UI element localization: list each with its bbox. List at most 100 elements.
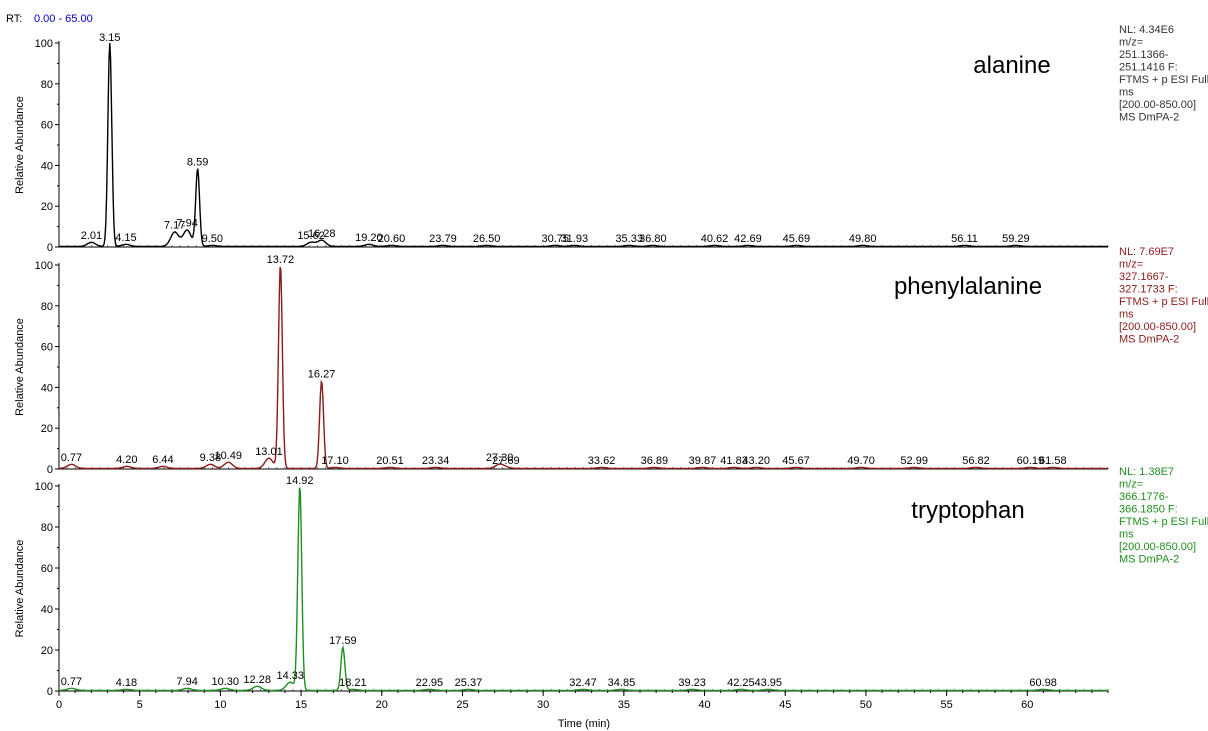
peak-label: 4.18 bbox=[116, 677, 137, 689]
x-tick-label: 35 bbox=[618, 699, 630, 711]
panel-phenylalanine: 0 20 40 60 80 100 Relative Abundance 13.72 16.27… bbox=[14, 246, 1208, 476]
info-line: NL: 4.34E6 bbox=[1119, 24, 1174, 36]
peak-label: 25.37 bbox=[455, 677, 483, 689]
y-tick-label: 20 bbox=[41, 645, 53, 657]
y-tick-label: 100 bbox=[35, 260, 53, 272]
peak-label: 34.85 bbox=[608, 677, 636, 689]
peak-label: 52.99 bbox=[900, 455, 928, 467]
peak-label: 32.47 bbox=[569, 677, 597, 689]
peak-label: 30.75 bbox=[541, 233, 569, 245]
info-line: NL: 1.38E7 bbox=[1119, 466, 1174, 478]
info-line: FTMS + p ESI Full bbox=[1119, 74, 1208, 86]
peak-label: 39.87 bbox=[689, 455, 717, 467]
info-line: ms bbox=[1119, 529, 1134, 541]
peak-label: 22.95 bbox=[416, 677, 444, 689]
peak-label: 36.89 bbox=[641, 455, 669, 467]
peak-label: 27.69 bbox=[492, 455, 520, 467]
x-tick-label: 30 bbox=[537, 699, 549, 711]
x-tick-label: 0 bbox=[56, 699, 62, 711]
peak-label: 20.51 bbox=[376, 455, 404, 467]
info-line: MS DmPA-2 bbox=[1119, 112, 1179, 124]
y-tick-label: 80 bbox=[41, 522, 53, 534]
y-tick-label: 0 bbox=[47, 464, 53, 476]
y-tick-label: 20 bbox=[41, 201, 53, 213]
trace-phenylalanine bbox=[58, 266, 1108, 470]
x-tick-label: 5 bbox=[137, 699, 143, 711]
x-tick-label: 60 bbox=[1021, 699, 1033, 711]
x-tick-label: 50 bbox=[860, 699, 872, 711]
rt-label: RT: bbox=[6, 13, 22, 25]
x-tick-label: 45 bbox=[779, 699, 791, 711]
peak-label: 14.92 bbox=[286, 475, 314, 487]
peak-label: 7.94 bbox=[176, 218, 197, 230]
info-line: 327.1667- bbox=[1119, 271, 1169, 283]
info-line: 366.1776- bbox=[1119, 491, 1169, 503]
y-tick-label: 0 bbox=[47, 242, 53, 254]
peak-label: 10.49 bbox=[215, 450, 243, 462]
info-line: m/z= bbox=[1119, 479, 1143, 491]
info-line: 327.1733 F: bbox=[1119, 284, 1178, 296]
peak-label: 39.23 bbox=[678, 677, 706, 689]
peak-label: 9.38 bbox=[200, 452, 221, 464]
peak-label: 20.60 bbox=[378, 233, 406, 245]
info-line: MS DmPA-2 bbox=[1119, 554, 1179, 566]
peak-label: 15.62 bbox=[297, 230, 325, 242]
peak-label: 8.59 bbox=[187, 156, 208, 168]
y-tick-label: 0 bbox=[47, 686, 53, 698]
peak-label: 41.83 bbox=[720, 455, 748, 467]
peak-label: 45.69 bbox=[783, 233, 811, 245]
y-tick-label: 100 bbox=[35, 481, 53, 493]
y-tick-label: 40 bbox=[41, 604, 53, 616]
peak-label: 16.27 bbox=[308, 368, 336, 380]
info-line: FTMS + p ESI Full bbox=[1119, 296, 1208, 308]
trace-tryptophan bbox=[59, 487, 1108, 692]
peak-label: 4.20 bbox=[116, 454, 137, 466]
peak-label: 43.20 bbox=[742, 455, 770, 467]
peak-label: 17.59 bbox=[329, 635, 357, 647]
peak-label: 23.34 bbox=[422, 455, 450, 467]
info-line: [200.00-850.00] bbox=[1119, 321, 1196, 333]
peak-label: 4.15 bbox=[115, 232, 136, 244]
panel-tryptophan: 0 20 40 60 80 100 Relative Abundance 14.92 17.59… bbox=[14, 466, 1208, 698]
x-axis-label: Time (min) bbox=[558, 718, 610, 730]
x-tick-label: 10 bbox=[214, 699, 226, 711]
info-line: 251.1416 F: bbox=[1119, 62, 1178, 74]
peak-label: 13.72 bbox=[267, 254, 295, 266]
info-line: FTMS + p ESI Full bbox=[1119, 516, 1208, 528]
peak-label: 6.44 bbox=[152, 454, 173, 466]
info-line: ms bbox=[1119, 87, 1134, 99]
peak-label: 31.93 bbox=[561, 233, 589, 245]
peak-label: 19.20 bbox=[355, 232, 383, 244]
peak-label: 13.01 bbox=[255, 446, 283, 458]
peak-label: 14.33 bbox=[276, 670, 304, 682]
peak-label: 16.28 bbox=[308, 228, 336, 240]
trace-alanine bbox=[59, 42, 1108, 248]
peak-label: 3.15 bbox=[99, 32, 120, 44]
peak-label: 59.29 bbox=[1002, 233, 1030, 245]
peak-label: 12.28 bbox=[243, 674, 271, 686]
info-line: 366.1850 F: bbox=[1119, 504, 1178, 516]
peak-label: 10.30 bbox=[211, 676, 239, 688]
peak-label: 7.17 bbox=[164, 220, 185, 232]
peak-label: 56.82 bbox=[962, 455, 990, 467]
peak-label: 40.62 bbox=[701, 233, 729, 245]
compound-name: phenylalanine bbox=[894, 273, 1042, 300]
peak-label: 7.94 bbox=[176, 676, 197, 688]
peak-label: 33.62 bbox=[588, 455, 616, 467]
info-line: NL: 7.69E7 bbox=[1119, 246, 1174, 258]
compound-name: tryptophan bbox=[911, 497, 1024, 524]
peak-label: 2.01 bbox=[81, 230, 102, 242]
y-tick-label: 80 bbox=[41, 79, 53, 91]
info-line: 251.1366- bbox=[1119, 49, 1169, 61]
y-tick-label: 60 bbox=[41, 120, 53, 132]
y-tick-label: 60 bbox=[41, 563, 53, 575]
y-tick-label: 40 bbox=[41, 382, 53, 394]
y-axis-label: Relative Abundance bbox=[14, 96, 26, 194]
peak-label: 45.67 bbox=[782, 455, 810, 467]
x-tick-label: 55 bbox=[940, 699, 952, 711]
info-line: m/z= bbox=[1119, 37, 1143, 49]
peak-label: 49.80 bbox=[849, 233, 877, 245]
peak-label: 27.30 bbox=[486, 452, 514, 464]
peak-label: 49.70 bbox=[847, 455, 875, 467]
